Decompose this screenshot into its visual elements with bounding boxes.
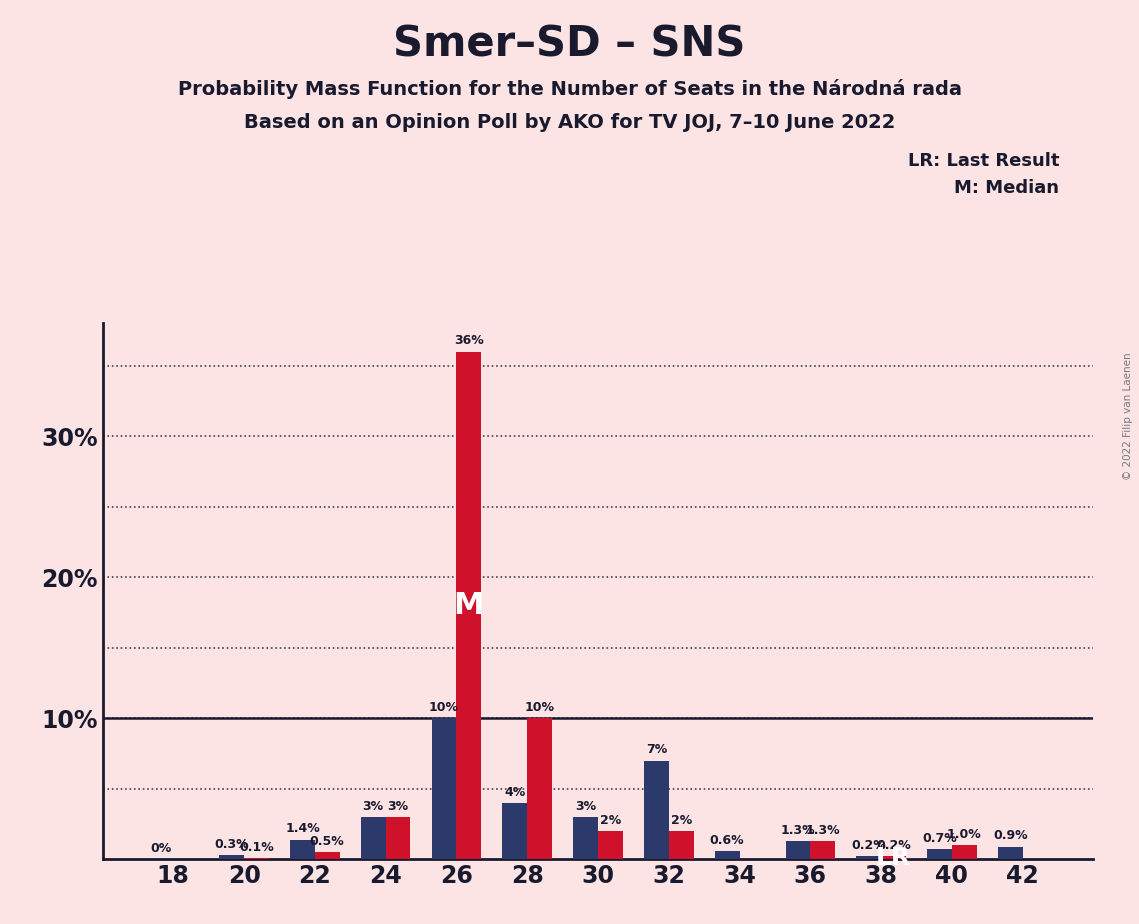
Text: LR: LR [876,846,911,870]
Text: 0.3%: 0.3% [214,838,249,851]
Bar [502,803,527,859]
Text: © 2022 Filip van Laenen: © 2022 Filip van Laenen [1123,352,1133,480]
Bar [361,817,386,859]
Bar [857,857,882,859]
Text: 10%: 10% [429,701,459,714]
Text: 4%: 4% [505,785,525,798]
Bar [952,845,976,859]
Text: 0.9%: 0.9% [993,830,1027,843]
Bar [715,851,739,859]
Text: Probability Mass Function for the Number of Seats in the Národná rada: Probability Mass Function for the Number… [178,79,961,99]
Text: 3%: 3% [362,800,384,813]
Bar [644,760,669,859]
Bar [786,841,810,859]
Bar [598,831,623,859]
Text: 1.3%: 1.3% [805,824,841,837]
Bar [810,841,835,859]
Text: 10%: 10% [525,701,555,714]
Text: 0%: 0% [150,842,172,855]
Bar [314,852,339,859]
Bar [244,857,269,859]
Text: 0.5%: 0.5% [310,835,345,848]
Text: Based on an Opinion Poll by AKO for TV JOJ, 7–10 June 2022: Based on an Opinion Poll by AKO for TV J… [244,113,895,132]
Bar [573,817,598,859]
Bar [220,855,244,859]
Bar [386,817,410,859]
Bar [457,352,481,859]
Text: Smer–SD – SNS: Smer–SD – SNS [393,23,746,65]
Text: 3%: 3% [387,800,409,813]
Text: 3%: 3% [575,800,596,813]
Text: 0.2%: 0.2% [876,839,911,852]
Text: 36%: 36% [454,334,484,347]
Text: 0.7%: 0.7% [923,833,957,845]
Text: 1.0%: 1.0% [947,828,982,841]
Text: 0.6%: 0.6% [710,833,745,846]
Bar [290,840,314,859]
Bar [527,718,552,859]
Text: 1.3%: 1.3% [780,824,816,837]
Bar [882,857,906,859]
Text: 2%: 2% [671,814,691,827]
Text: 0.1%: 0.1% [239,841,273,854]
Bar [998,846,1023,859]
Bar [432,718,457,859]
Text: M: Median: M: Median [954,179,1059,197]
Text: 0.2%: 0.2% [851,839,886,852]
Bar [669,831,694,859]
Bar [927,849,952,859]
Text: 1.4%: 1.4% [285,822,320,835]
Text: LR: Last Result: LR: Last Result [908,152,1059,170]
Text: M: M [453,591,484,620]
Text: 7%: 7% [646,744,667,757]
Text: 2%: 2% [600,814,621,827]
